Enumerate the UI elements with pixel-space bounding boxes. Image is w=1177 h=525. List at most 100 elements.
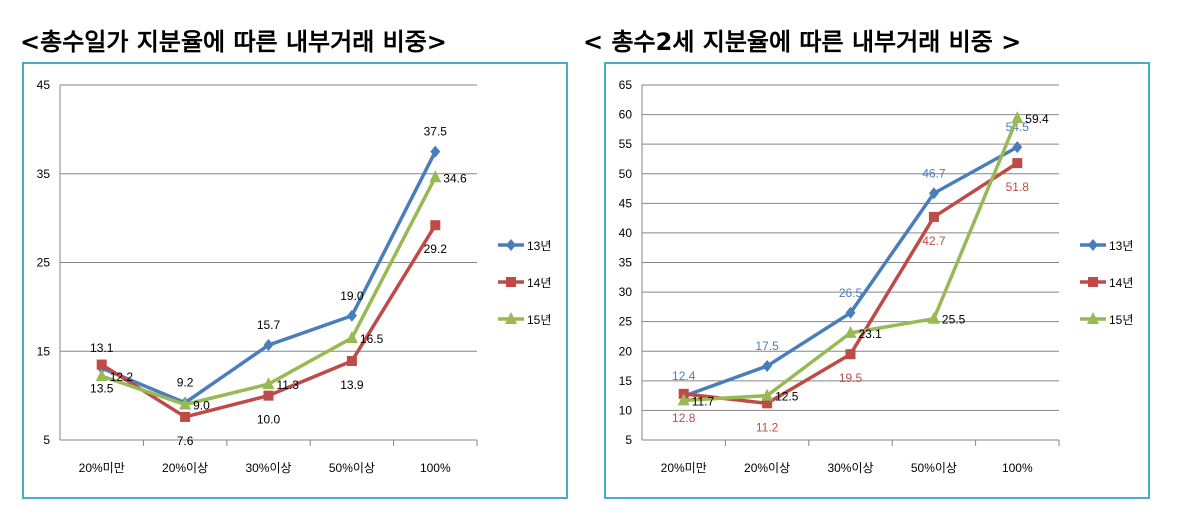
data-label: 10.0 xyxy=(257,413,281,427)
data-label: 12.4 xyxy=(672,369,696,383)
x-tick-label: 20%이상 xyxy=(162,461,208,475)
data-label: 9.0 xyxy=(193,399,210,413)
data-label: 17.5 xyxy=(755,339,779,353)
x-tick-label: 100% xyxy=(420,461,451,475)
data-point xyxy=(762,398,773,409)
y-tick-label: 25 xyxy=(37,256,51,270)
data-label: 13.9 xyxy=(340,378,364,392)
data-label: 7.6 xyxy=(177,434,194,448)
data-label: 11.7 xyxy=(692,394,715,408)
legend-marker xyxy=(506,277,516,287)
data-label: 29.2 xyxy=(424,242,448,256)
data-point xyxy=(845,306,856,319)
legend-label: 14년 xyxy=(527,276,551,290)
x-tick-label: 20%미만 xyxy=(79,461,125,475)
data-label: 25.5 xyxy=(942,313,966,327)
data-label: 42.7 xyxy=(922,234,946,248)
data-point xyxy=(1012,141,1023,154)
data-point xyxy=(96,359,107,370)
data-label: 59.4 xyxy=(1025,112,1049,126)
legend-marker xyxy=(505,312,517,324)
y-tick-label: 25 xyxy=(619,315,633,329)
x-tick-label: 20%이상 xyxy=(744,461,790,475)
series-line-14년 xyxy=(683,161,1019,406)
data-point xyxy=(844,325,857,338)
legend-marker xyxy=(506,239,516,251)
data-point xyxy=(346,356,357,367)
data-label: 23.1 xyxy=(859,327,883,341)
x-tick-label: 100% xyxy=(1002,461,1033,475)
data-point xyxy=(263,339,274,352)
data-label: 34.6 xyxy=(443,171,467,185)
data-label: 12.5 xyxy=(775,390,799,404)
legend-label: 14년 xyxy=(1109,276,1133,290)
y-tick-label: 5 xyxy=(43,433,50,447)
series-line-15년 xyxy=(101,176,437,407)
data-point xyxy=(845,349,856,360)
data-label: 12.2 xyxy=(110,370,134,384)
data-label: 51.8 xyxy=(1006,180,1030,194)
y-tick-label: 5 xyxy=(625,433,632,447)
legend-label: 15년 xyxy=(1109,313,1133,327)
right-chart-panel: 5 10 15 20 25 30 35 40 45 50 55 60 65 20%미만 20%이상 30%이상… xyxy=(604,62,1150,499)
y-tick-label: 55 xyxy=(619,137,633,151)
y-tick-label: 15 xyxy=(619,374,633,388)
data-point xyxy=(761,388,774,401)
x-tick-label: 20%미만 xyxy=(661,461,707,475)
y-tick-label: 45 xyxy=(37,78,51,92)
y-tick-label: 30 xyxy=(619,285,633,299)
data-point xyxy=(345,330,358,343)
data-point xyxy=(677,393,690,406)
legend-marker xyxy=(1088,239,1098,251)
y-tick-label: 15 xyxy=(37,344,51,358)
y-tick-label: 35 xyxy=(619,256,633,270)
data-label: 13.5 xyxy=(90,382,114,396)
data-point xyxy=(1012,158,1023,169)
right-chart: 5 10 15 20 25 30 35 40 45 50 55 60 65 20%미만 20%이상 30%이상… xyxy=(619,78,1134,475)
data-point xyxy=(262,377,275,390)
data-point xyxy=(928,187,939,200)
data-label: 19.5 xyxy=(839,371,863,385)
data-point xyxy=(928,211,939,222)
y-tick-label: 65 xyxy=(619,78,633,92)
data-point xyxy=(762,360,773,373)
data-label: 9.2 xyxy=(177,376,194,390)
x-tick-label: 30%이상 xyxy=(245,461,291,475)
legend-label: 13년 xyxy=(1109,239,1133,253)
x-tick-label: 30%이상 xyxy=(827,461,873,475)
data-label: 11.2 xyxy=(756,420,779,434)
data-point xyxy=(263,390,274,401)
data-point xyxy=(927,311,940,324)
data-point xyxy=(429,170,442,183)
data-label: 12.8 xyxy=(672,411,696,425)
y-tick-label: 20 xyxy=(619,344,633,358)
left-chart-panel: 5 15 25 35 45 20%미만 20%이상 30%이상 50%이상 100% 13.1 9.2… xyxy=(22,62,568,499)
data-label: 19.0 xyxy=(340,289,364,303)
y-tick-label: 35 xyxy=(37,167,51,181)
data-label: 15.7 xyxy=(257,318,281,332)
data-label: 46.7 xyxy=(922,166,946,180)
data-point xyxy=(430,145,441,158)
legend-marker xyxy=(1088,277,1098,287)
left-chart-title: <총수일가 지분율에 따른 내부거래 비중> xyxy=(20,28,447,56)
data-label: 11.3 xyxy=(277,378,300,392)
data-point xyxy=(430,220,441,231)
legend-label: 15년 xyxy=(527,313,551,327)
data-point xyxy=(180,411,191,422)
data-point xyxy=(1011,111,1024,124)
left-chart: 5 15 25 35 45 20%미만 20%이상 30%이상 50%이상 100% 13.1 9.2… xyxy=(37,78,552,475)
data-label: 37.5 xyxy=(424,125,448,139)
y-tick-label: 10 xyxy=(619,403,633,417)
data-label: 26.5 xyxy=(839,286,863,300)
legend-label: 13년 xyxy=(527,239,551,253)
y-tick-label: 40 xyxy=(619,226,633,240)
data-point xyxy=(179,397,192,410)
data-label: 16.5 xyxy=(360,332,384,346)
data-label: 13.1 xyxy=(90,341,114,355)
right-chart-title: < 총수2세 지분율에 따른 내부거래 비중 > xyxy=(583,28,1022,56)
y-tick-label: 60 xyxy=(619,108,633,122)
x-tick-label: 50%이상 xyxy=(329,461,375,475)
x-tick-label: 50%이상 xyxy=(911,461,957,475)
y-tick-label: 45 xyxy=(619,196,633,210)
y-tick-label: 50 xyxy=(619,167,633,181)
